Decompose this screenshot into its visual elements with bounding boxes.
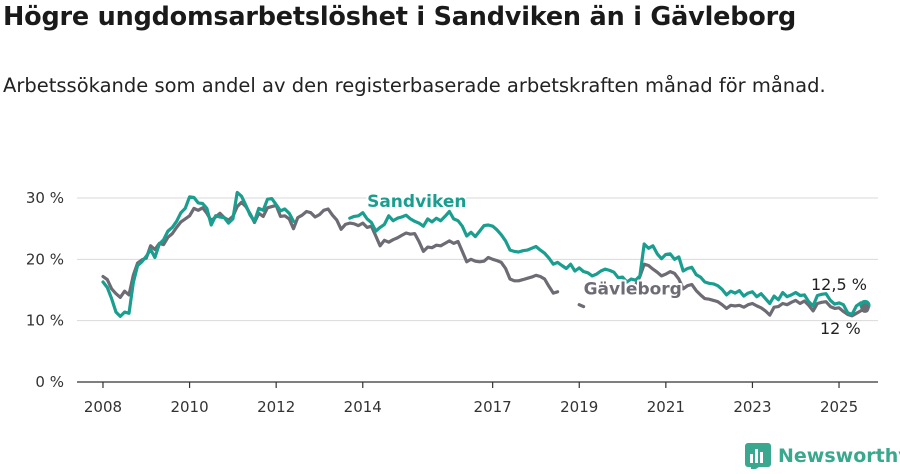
y-tick-label: 20 % — [26, 250, 64, 268]
y-tick-label: 0 % — [35, 373, 64, 391]
series-line-sandviken — [101, 190, 296, 318]
brand-name: Newsworthy — [778, 445, 900, 467]
end-point-gavleborg — [860, 303, 870, 313]
newsworthy-brand[interactable]: Newsworthy — [745, 441, 900, 471]
end-label-sandviken: 12,5 % — [811, 275, 867, 294]
gridlines — [77, 197, 878, 322]
x-tick-label: 2025 — [820, 398, 858, 416]
series-label-sandviken: Sandviken — [367, 192, 466, 212]
x-tick-label: 2008 — [84, 398, 122, 416]
series-labels: 12,5 % 12 % Sandviken Gävleborg — [365, 190, 867, 338]
x-tick-label: 2010 — [170, 398, 208, 416]
series-line-g-vleborg — [577, 303, 586, 309]
x-tick-label: 2014 — [344, 398, 382, 416]
chart-subtitle: Arbetssökande som andel av den registerb… — [3, 74, 826, 97]
series-line-g-vleborg — [101, 200, 560, 299]
x-tick-label: 2012 — [257, 398, 295, 416]
chart-title: Högre ungdomsarbetslöshet i Sandviken än… — [3, 2, 797, 32]
end-label-gavleborg: 12 % — [820, 319, 861, 338]
series-line-sandviken — [348, 209, 867, 317]
newsworthy-bars-icon — [745, 443, 771, 469]
y-tick-label: 10 % — [26, 312, 64, 330]
x-tick-label: 2023 — [733, 398, 771, 416]
series-line-g-vleborg — [629, 262, 867, 318]
x-tick-label: 2019 — [560, 398, 598, 416]
series-lines — [101, 190, 871, 318]
axes: 0 % 10 % 20 % 30 % 2008 2010 2012 2014 2017 2019 2… — [26, 189, 878, 416]
y-tick-label: 30 % — [26, 189, 64, 207]
x-tick-label: 2021 — [647, 398, 685, 416]
series-label-g-vleborg: Gävleborg — [584, 279, 682, 299]
x-tick-label: 2017 — [474, 398, 512, 416]
